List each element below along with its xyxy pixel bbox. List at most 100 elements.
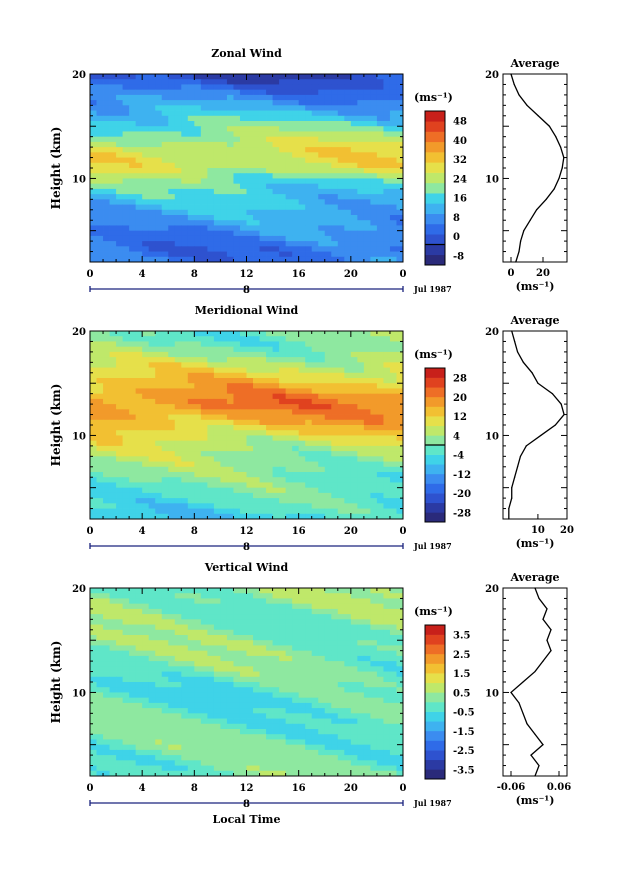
heatmap-cell: [253, 241, 260, 247]
heatmap-cell: [285, 640, 293, 646]
heatmap-cell: [148, 362, 156, 368]
heatmap-cell: [370, 209, 378, 216]
heatmap-cell: [363, 94, 371, 101]
heatmap-cell: [226, 603, 234, 610]
heatmap-cell: [135, 398, 143, 405]
heatmap-cell: [213, 624, 221, 631]
average-profile-point: [523, 230, 525, 232]
heatmap-cell: [155, 445, 163, 452]
heatmap-cell: [337, 655, 345, 662]
heatmap-cell: [161, 79, 169, 85]
heatmap-cell: [376, 110, 384, 117]
heatmap-cell: [324, 74, 332, 80]
heatmap-cell: [279, 661, 287, 667]
heatmap-cell: [266, 440, 273, 447]
heatmap-cell: [155, 588, 163, 594]
heatmap-cell: [279, 141, 287, 148]
heatmap-cell: [90, 708, 97, 714]
heatmap-cell: [376, 362, 384, 368]
heatmap-cell: [187, 466, 195, 473]
heatmap-cell: [116, 498, 123, 504]
heatmap-cell: [148, 472, 156, 478]
heatmap-cell: [90, 593, 97, 599]
heatmap-cell: [376, 661, 384, 667]
heatmap-cell: [194, 331, 202, 337]
heatmap-cell: [213, 487, 221, 494]
heatmap-cell: [344, 235, 352, 242]
heatmap-cell: [324, 251, 332, 258]
heatmap-cell: [311, 487, 319, 494]
heatmap-cell: [129, 588, 137, 594]
heatmap-cell: [324, 435, 332, 442]
heatmap-cell: [253, 367, 260, 374]
heatmap-cell: [337, 676, 345, 683]
heatmap-cell: [194, 503, 202, 509]
heatmap-cell: [96, 367, 104, 374]
heatmap-cell: [200, 624, 208, 631]
heatmap-cell: [213, 115, 221, 122]
average-profile-point: [563, 413, 565, 416]
heatmap-cell: [220, 404, 228, 410]
heatmap-cell: [226, 246, 234, 252]
heatmap-cell: [129, 508, 137, 515]
heatmap-cell: [116, 425, 123, 431]
x-tick-label: 20: [344, 269, 358, 280]
heatmap-cell: [370, 74, 378, 80]
heatmap-cell: [344, 89, 352, 96]
heatmap-cell: [226, 666, 234, 672]
heatmap-cell: [318, 209, 326, 216]
heatmap-cell: [396, 487, 404, 494]
heatmap-cell: [122, 671, 130, 678]
heatmap-cell: [266, 451, 273, 457]
heatmap-cell: [233, 619, 241, 625]
heatmap-cell: [226, 508, 234, 515]
heatmap-cell: [181, 624, 189, 631]
heatmap-cell: [213, 419, 221, 426]
heatmap-cell: [337, 635, 345, 641]
heatmap-cell: [331, 378, 339, 384]
heatmap-cell: [129, 162, 137, 169]
heatmap-cell: [96, 451, 104, 457]
heatmap-cell: [142, 498, 150, 504]
heatmap-cell: [90, 461, 97, 468]
heatmap-cell: [116, 230, 123, 237]
heatmap-cell: [142, 194, 150, 200]
heatmap-cell: [116, 708, 123, 714]
heatmap-cell: [396, 461, 404, 468]
heatmap-cell: [200, 487, 208, 494]
colorbar-swatch: [425, 141, 445, 153]
heatmap-cell: [266, 168, 273, 174]
heatmap-cell: [383, 110, 391, 117]
heatmap-cell: [279, 419, 287, 426]
colorbar-swatch: [425, 473, 445, 484]
heatmap-cell: [324, 372, 332, 379]
heatmap-cell: [350, 508, 358, 515]
heatmap-cell: [129, 430, 137, 436]
heatmap-cell: [226, 157, 234, 164]
heatmap-cell: [220, 687, 228, 693]
heatmap-cell: [239, 173, 247, 179]
heatmap-cell: [168, 336, 176, 342]
heatmap-cell: [324, 619, 332, 625]
heatmap-cell: [311, 614, 319, 620]
heatmap-cell: [272, 498, 280, 504]
heatmap-cell: [344, 508, 352, 515]
heatmap-cell: [142, 362, 150, 368]
heatmap-cell: [207, 346, 215, 353]
colorbar-swatch: [425, 368, 445, 378]
heatmap-cell: [174, 388, 182, 395]
heatmap-cell: [337, 241, 345, 247]
heatmap-cell: [259, 435, 267, 442]
colorbar-tick-label: 48: [453, 117, 467, 128]
average-profile-point: [518, 94, 520, 96]
heatmap-cell: [226, 645, 234, 652]
heatmap-cell: [96, 588, 104, 594]
heatmap-cell: [259, 472, 267, 478]
heatmap-cell: [213, 220, 221, 226]
heatmap-cell: [331, 661, 339, 667]
heatmap-cell: [298, 131, 306, 138]
heatmap-cell: [161, 173, 169, 179]
heatmap-cell: [213, 209, 221, 216]
heatmap-cell: [187, 666, 195, 672]
heatmap-cell: [292, 388, 300, 395]
